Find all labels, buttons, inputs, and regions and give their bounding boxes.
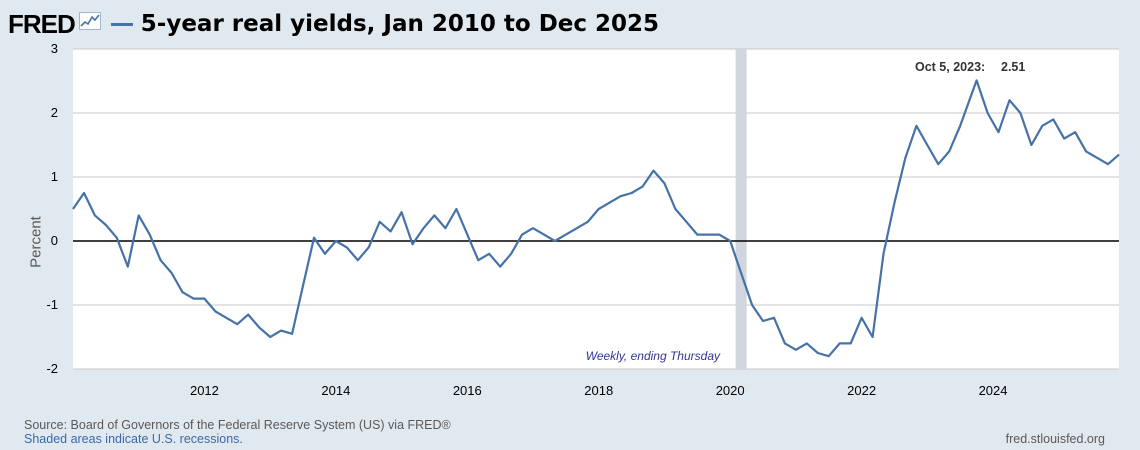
x-tick-label: 2018 xyxy=(584,383,613,398)
frequency-note: Weekly, ending Thursday xyxy=(586,349,721,363)
footer-recession-note: Shaded areas indicate U.S. recessions. xyxy=(24,432,243,446)
legend-series-swatch xyxy=(110,22,133,26)
x-tick-label: 2012 xyxy=(190,383,219,398)
y-tick-label: 2 xyxy=(51,105,58,120)
y-tick-label: 1 xyxy=(51,169,58,184)
series-line-5yr-real-yield[interactable] xyxy=(72,79,1120,358)
gridlines xyxy=(73,48,1119,370)
y-tick-label: 0 xyxy=(51,233,58,248)
x-tick-label: 2020 xyxy=(716,383,745,398)
recession-shading xyxy=(735,49,747,369)
footer-url[interactable]: fred.stlouisfed.org xyxy=(1005,432,1105,446)
fred-logo[interactable]: FRED xyxy=(8,9,76,39)
x-tick-label: 2014 xyxy=(321,383,350,398)
fred-logo-graph-icon xyxy=(78,12,101,30)
annotation-date: Oct 5, 2023: xyxy=(915,60,985,74)
x-axis-ticks: 2012 2014 2016 2018 2020 2022 2024 xyxy=(190,383,1008,398)
chart-header: FRED 5-year real yields, Jan 2010 to Dec… xyxy=(8,4,659,44)
y-tick-label: -1 xyxy=(46,297,58,312)
y-tick-label: 3 xyxy=(51,41,58,56)
x-tick-label: 2024 xyxy=(979,383,1008,398)
footer-source: Source: Board of Governors of the Federa… xyxy=(24,418,451,432)
annotation-value: 2.51 xyxy=(1001,60,1025,74)
y-axis-ticks: -2 -1 0 1 2 3 xyxy=(46,41,58,376)
recession-bar xyxy=(735,49,747,369)
x-tick-label: 2016 xyxy=(453,383,482,398)
chart-title: 5-year real yields, Jan 2010 to Dec 2025 xyxy=(140,11,660,37)
y-tick-label: -2 xyxy=(46,361,58,376)
x-tick-label: 2022 xyxy=(847,383,876,398)
